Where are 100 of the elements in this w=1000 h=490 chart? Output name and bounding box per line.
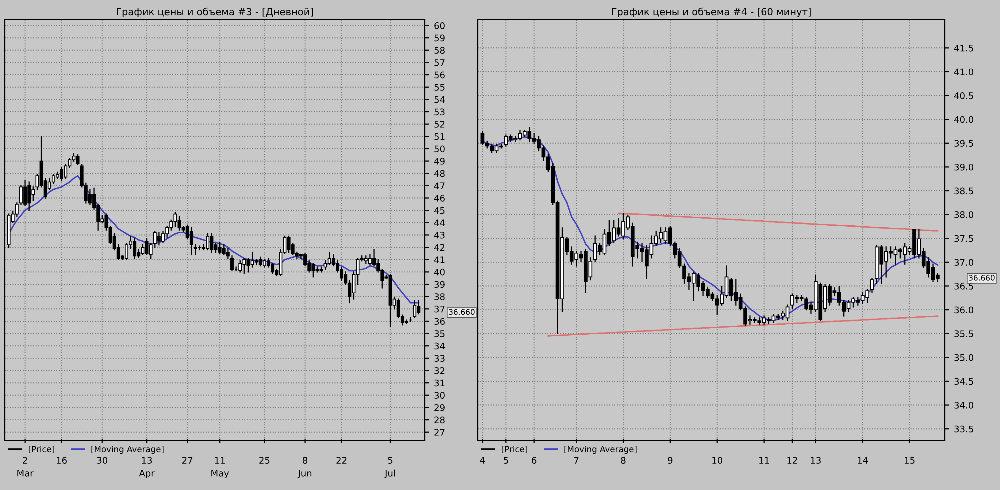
candlestick [141, 244, 145, 256]
y-tick-label: 55 [434, 84, 445, 91]
candlestick [230, 256, 234, 272]
x-tick-label: 16 [57, 457, 67, 464]
x-tick-label: 2 Mar [18, 457, 34, 477]
x-tick-label: 8 Jun [298, 457, 312, 478]
y-tick-label: 48 [434, 170, 445, 178]
x-tick-label: 13 [811, 457, 821, 464]
candlestick [76, 154, 80, 166]
candlestick [413, 300, 417, 318]
candlestick [246, 258, 250, 273]
y-tick-label: 50 [434, 146, 445, 153]
y-tick-label: 43 [434, 232, 445, 239]
x-tick-label: 13 Apr [139, 457, 155, 479]
candlestick [88, 189, 92, 205]
y-tick-label: 41.0 [954, 68, 974, 76]
y-tick-label: 39.5 [954, 140, 974, 147]
y-tick-label: 36.5 [954, 282, 974, 290]
y-tick-label: 37 [434, 306, 445, 313]
y-tick-label: 60 [434, 22, 445, 30]
y-tick-label: 31 [434, 380, 445, 387]
chart-title: График цены и объема #4 - [60 минут] [612, 8, 811, 18]
y-tick-label: 32 [434, 367, 445, 374]
y-tick-label: 33.5 [954, 426, 974, 433]
y-tick-label: 42 [434, 244, 445, 251]
candlestick [287, 236, 291, 254]
y-tick-label: 45 [434, 207, 445, 214]
candlestick [24, 180, 28, 206]
y-tick-label: 35.5 [954, 330, 974, 338]
candlestick [250, 252, 254, 268]
candlestick [870, 278, 874, 294]
candlestick [222, 244, 226, 256]
y-tick-label: 33 [434, 355, 445, 362]
x-tick-label: 11 [760, 457, 770, 464]
y-tick-label: 39.0 [954, 164, 974, 171]
y-tick-label: 59 [434, 34, 445, 42]
y-tick-label: 41.5 [954, 45, 974, 52]
y-tick-label: 37.0 [954, 259, 974, 266]
y-tick-label: 51 [434, 134, 445, 140]
x-tick-label: 8 [621, 457, 626, 464]
y-tick-label: 30 [434, 392, 445, 399]
x-tick-label: 11 May [212, 457, 230, 479]
y-tick-label: 40 [434, 268, 445, 276]
candlestick [218, 242, 222, 254]
legend-label: [Price] [502, 446, 528, 454]
y-tick-label: 40.0 [954, 116, 974, 124]
x-tick-label: 25 [260, 457, 270, 464]
y-tick-label: 53 [434, 108, 445, 116]
y-tick-label: 34.5 [954, 378, 974, 386]
x-tick-label: 14 [858, 457, 868, 464]
y-tick-label: 34.0 [954, 402, 974, 409]
line-series [8, 175, 420, 304]
legend-label: [Price] [29, 446, 54, 454]
y-tick-label: 44 [434, 220, 446, 226]
x-tick-label: 5 [504, 457, 508, 464]
legend-label: [Moving Average] [92, 446, 164, 454]
candlestick [238, 260, 242, 273]
candlestick [162, 230, 165, 244]
y-tick-label: 58 [434, 47, 445, 54]
candlestick [157, 232, 161, 246]
candlestick [28, 182, 32, 212]
x-tick-label: 15 [905, 457, 915, 464]
x-tick-label: 5 Jul [384, 457, 396, 478]
y-tick-label: 35 [434, 330, 445, 338]
candlestick [312, 263, 316, 278]
y-tick-label: 35.0 [954, 354, 974, 362]
x-tick-label: 22 [336, 457, 347, 464]
y-tick-label: 29 [434, 404, 445, 412]
candlestick [206, 233, 210, 251]
y-tick-label: 49 [434, 158, 445, 165]
legend-label: [Moving Average] [564, 446, 637, 454]
y-tick-label: 40.5 [954, 92, 974, 100]
y-tick-label: 47 [434, 182, 445, 190]
candlestick [133, 238, 137, 260]
candlestick [417, 300, 421, 315]
y-tick-label: 52 [434, 121, 445, 128]
y-tick-label: 34 [434, 342, 446, 350]
candlestick [60, 166, 64, 182]
y-tick-label: 37.5 [954, 235, 974, 242]
candlestick [328, 252, 332, 266]
y-tick-label: 41 [434, 256, 445, 264]
y-tick-label: 54 [434, 96, 446, 104]
y-tick-label: 27 [434, 429, 445, 436]
x-tick-label: 10 [712, 457, 723, 464]
x-tick-label: 12 [788, 457, 798, 464]
y-tick-label: 38.5 [954, 188, 974, 195]
candlestick [405, 320, 408, 324]
candlestick [178, 216, 182, 231]
y-tick-label: 56 [434, 72, 445, 79]
candlestick [190, 227, 194, 256]
y-tick-label: 36 [434, 318, 445, 326]
candlestick [174, 212, 178, 228]
candlestick [368, 254, 372, 266]
y-tick-label: 38 [434, 294, 445, 300]
y-tick-label: 46 [434, 194, 445, 202]
x-tick-label: 30 [97, 457, 108, 464]
y-tick-label: 57 [434, 60, 445, 66]
chart-title: График цены и объема #3 - [Дневной] [117, 8, 314, 18]
x-tick-label: 9 [668, 457, 673, 464]
line-series [548, 316, 939, 337]
